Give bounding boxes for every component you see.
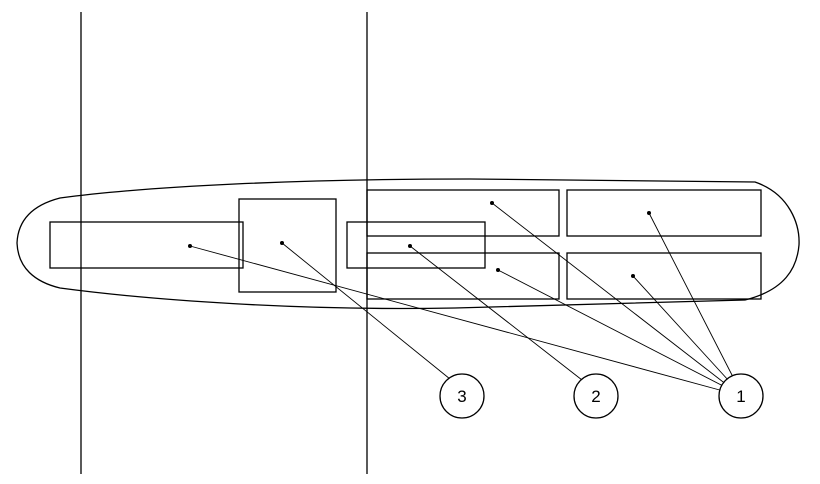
rect-square — [238, 198, 337, 293]
callout-label-2: 2 — [591, 387, 600, 406]
rect-upper-right — [566, 189, 762, 237]
callout-3: 3 — [439, 373, 485, 419]
callout-label-1: 1 — [736, 387, 745, 406]
rect-left-long — [49, 221, 244, 269]
leader-line-1b — [491, 202, 728, 386]
leader-line-2 — [409, 245, 583, 381]
callout-2: 2 — [573, 373, 619, 419]
rect-lower-middle — [366, 252, 560, 300]
leader-line-1c — [497, 269, 728, 389]
anchor-dot — [496, 268, 500, 272]
leader-line-1d — [648, 212, 734, 378]
leader-line-1a — [189, 245, 728, 393]
anchor-dot — [280, 241, 284, 245]
rect-lower-right — [566, 252, 762, 300]
hull-outline — [16, 178, 800, 310]
anchor-dot — [490, 201, 494, 205]
anchor-dot — [631, 274, 635, 278]
callout-label-3: 3 — [457, 387, 466, 406]
callout-1: 1 — [718, 373, 764, 419]
leader-line-1e — [632, 275, 730, 382]
anchor-dot — [408, 244, 412, 248]
anchor-dot — [647, 211, 651, 215]
rect-upper-middle — [366, 189, 560, 237]
anchor-dot — [188, 244, 192, 248]
leader-line-3 — [281, 242, 451, 380]
rect-overlap-middle — [346, 221, 486, 269]
